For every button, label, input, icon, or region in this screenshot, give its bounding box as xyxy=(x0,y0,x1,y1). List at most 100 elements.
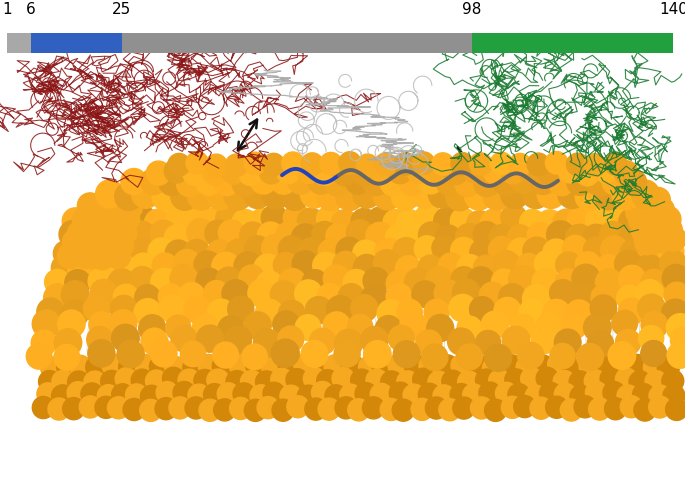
Circle shape xyxy=(372,354,394,376)
Circle shape xyxy=(171,182,199,210)
Circle shape xyxy=(262,357,284,379)
Circle shape xyxy=(377,300,404,327)
Circle shape xyxy=(666,398,685,420)
Circle shape xyxy=(297,159,321,183)
Circle shape xyxy=(87,327,113,353)
Circle shape xyxy=(156,382,178,404)
Circle shape xyxy=(418,255,443,281)
Circle shape xyxy=(284,204,310,231)
Circle shape xyxy=(658,239,684,264)
Circle shape xyxy=(619,265,646,293)
Circle shape xyxy=(625,200,650,225)
Circle shape xyxy=(57,356,79,378)
Circle shape xyxy=(259,160,284,184)
Circle shape xyxy=(51,385,73,407)
Circle shape xyxy=(663,385,685,407)
Circle shape xyxy=(543,299,570,327)
Circle shape xyxy=(612,182,640,210)
Circle shape xyxy=(547,221,574,248)
Circle shape xyxy=(323,312,350,339)
Circle shape xyxy=(176,170,202,197)
Circle shape xyxy=(273,252,299,278)
Circle shape xyxy=(312,222,337,247)
Circle shape xyxy=(151,268,178,296)
Circle shape xyxy=(32,310,60,338)
Circle shape xyxy=(479,382,501,404)
Circle shape xyxy=(594,159,618,183)
Circle shape xyxy=(488,370,510,392)
Circle shape xyxy=(229,398,251,419)
Circle shape xyxy=(278,236,305,262)
Circle shape xyxy=(554,383,576,406)
Circle shape xyxy=(240,222,265,248)
Circle shape xyxy=(616,285,643,312)
Circle shape xyxy=(336,237,362,263)
Circle shape xyxy=(171,326,197,352)
Circle shape xyxy=(101,370,123,393)
Circle shape xyxy=(579,355,601,378)
Bar xyxy=(122,32,472,58)
Circle shape xyxy=(194,369,216,392)
Circle shape xyxy=(127,221,155,249)
Circle shape xyxy=(168,154,190,176)
Circle shape xyxy=(334,341,360,367)
Circle shape xyxy=(399,169,425,195)
Circle shape xyxy=(584,237,609,263)
Circle shape xyxy=(281,182,309,210)
Circle shape xyxy=(667,342,685,368)
Circle shape xyxy=(159,169,185,195)
Circle shape xyxy=(250,385,272,407)
Circle shape xyxy=(132,180,160,208)
Circle shape xyxy=(297,385,319,407)
Circle shape xyxy=(256,371,277,393)
Circle shape xyxy=(649,396,671,418)
Circle shape xyxy=(424,299,449,325)
Circle shape xyxy=(488,237,514,263)
Circle shape xyxy=(634,187,659,212)
Circle shape xyxy=(484,399,506,421)
Circle shape xyxy=(301,153,323,175)
Circle shape xyxy=(386,284,412,310)
Circle shape xyxy=(177,205,205,233)
Circle shape xyxy=(299,238,324,263)
Circle shape xyxy=(272,399,294,421)
Circle shape xyxy=(37,383,59,405)
Circle shape xyxy=(373,249,400,277)
Circle shape xyxy=(257,271,282,297)
Circle shape xyxy=(545,152,568,174)
Circle shape xyxy=(521,368,543,390)
Circle shape xyxy=(311,356,333,378)
Circle shape xyxy=(356,154,379,176)
Circle shape xyxy=(99,209,124,235)
Circle shape xyxy=(294,354,316,376)
Circle shape xyxy=(556,269,582,295)
Circle shape xyxy=(468,267,495,294)
Circle shape xyxy=(327,296,354,323)
Circle shape xyxy=(212,252,240,280)
Circle shape xyxy=(614,250,642,277)
Circle shape xyxy=(117,194,142,220)
Circle shape xyxy=(148,238,175,265)
Circle shape xyxy=(65,270,90,296)
Circle shape xyxy=(348,399,370,421)
Circle shape xyxy=(96,180,123,208)
Circle shape xyxy=(48,398,70,420)
Circle shape xyxy=(164,159,188,183)
Circle shape xyxy=(353,240,379,266)
Circle shape xyxy=(135,354,157,376)
Circle shape xyxy=(347,220,373,247)
Circle shape xyxy=(519,160,543,183)
Circle shape xyxy=(569,371,591,393)
Circle shape xyxy=(82,220,108,246)
Circle shape xyxy=(549,280,576,306)
Circle shape xyxy=(84,296,110,322)
Circle shape xyxy=(596,254,621,280)
Circle shape xyxy=(286,369,308,391)
Circle shape xyxy=(636,254,663,282)
Circle shape xyxy=(244,152,266,174)
Circle shape xyxy=(508,384,530,406)
Circle shape xyxy=(495,382,517,405)
Circle shape xyxy=(383,209,410,237)
Circle shape xyxy=(530,168,556,194)
Circle shape xyxy=(335,329,362,357)
